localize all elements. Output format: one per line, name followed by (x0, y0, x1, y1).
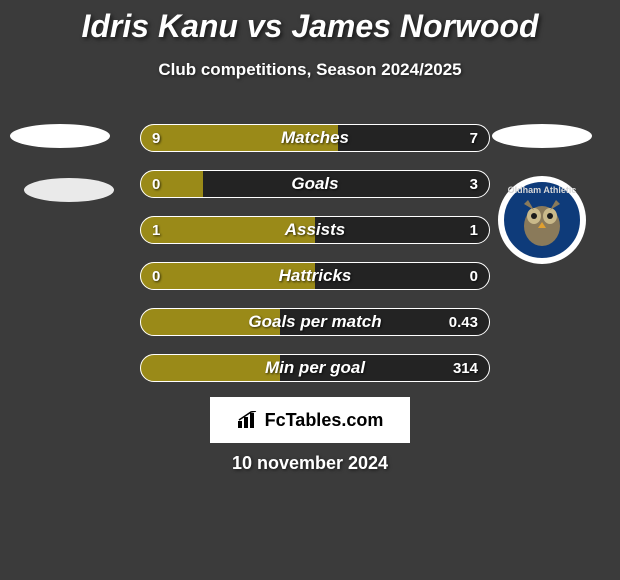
left-player-ellipse-1 (10, 124, 110, 148)
stat-bar: Goals0 3 (140, 170, 490, 198)
stat-bar: Goals per match0.43 (140, 308, 490, 336)
stat-value-right: 314 (453, 354, 478, 382)
stat-value-left: 1 (152, 216, 160, 244)
fctables-logo: FcTables.com (210, 397, 410, 443)
right-player-ellipse-1 (492, 124, 592, 148)
stat-label: Assists (140, 216, 490, 244)
stat-bar: Hattricks0 0 (140, 262, 490, 290)
stat-label: Hattricks (140, 262, 490, 290)
logo-text: FcTables.com (265, 410, 384, 431)
page-subtitle: Club competitions, Season 2024/2025 (0, 60, 620, 80)
stat-label: Matches (140, 124, 490, 152)
stat-value-right: 1 (470, 216, 478, 244)
stat-bar: Assists1 1 (140, 216, 490, 244)
stat-value-left: 0 (152, 170, 160, 198)
stat-value-right: 7 (470, 124, 478, 152)
stat-value-left: 9 (152, 124, 160, 152)
left-player-ellipse-2 (24, 178, 114, 202)
stat-bar: Matches9 7 (140, 124, 490, 152)
stat-value-right: 3 (470, 170, 478, 198)
stat-label: Goals per match (140, 308, 490, 336)
stat-label: Goals (140, 170, 490, 198)
stat-bar: Min per goal314 (140, 354, 490, 382)
badge-text: Oldham Athletic (504, 186, 580, 196)
bar-chart-icon (237, 411, 259, 429)
stat-value-right: 0 (470, 262, 478, 290)
stat-value-right: 0.43 (449, 308, 478, 336)
date-text: 10 november 2024 (0, 453, 620, 474)
right-club-badge: Oldham Athletic (498, 176, 586, 264)
stat-value-left: 0 (152, 262, 160, 290)
page-title: Idris Kanu vs James Norwood (0, 8, 620, 45)
owl-icon (514, 192, 570, 248)
comparison-canvas: Idris Kanu vs James Norwood Club competi… (0, 0, 620, 580)
stat-label: Min per goal (140, 354, 490, 382)
